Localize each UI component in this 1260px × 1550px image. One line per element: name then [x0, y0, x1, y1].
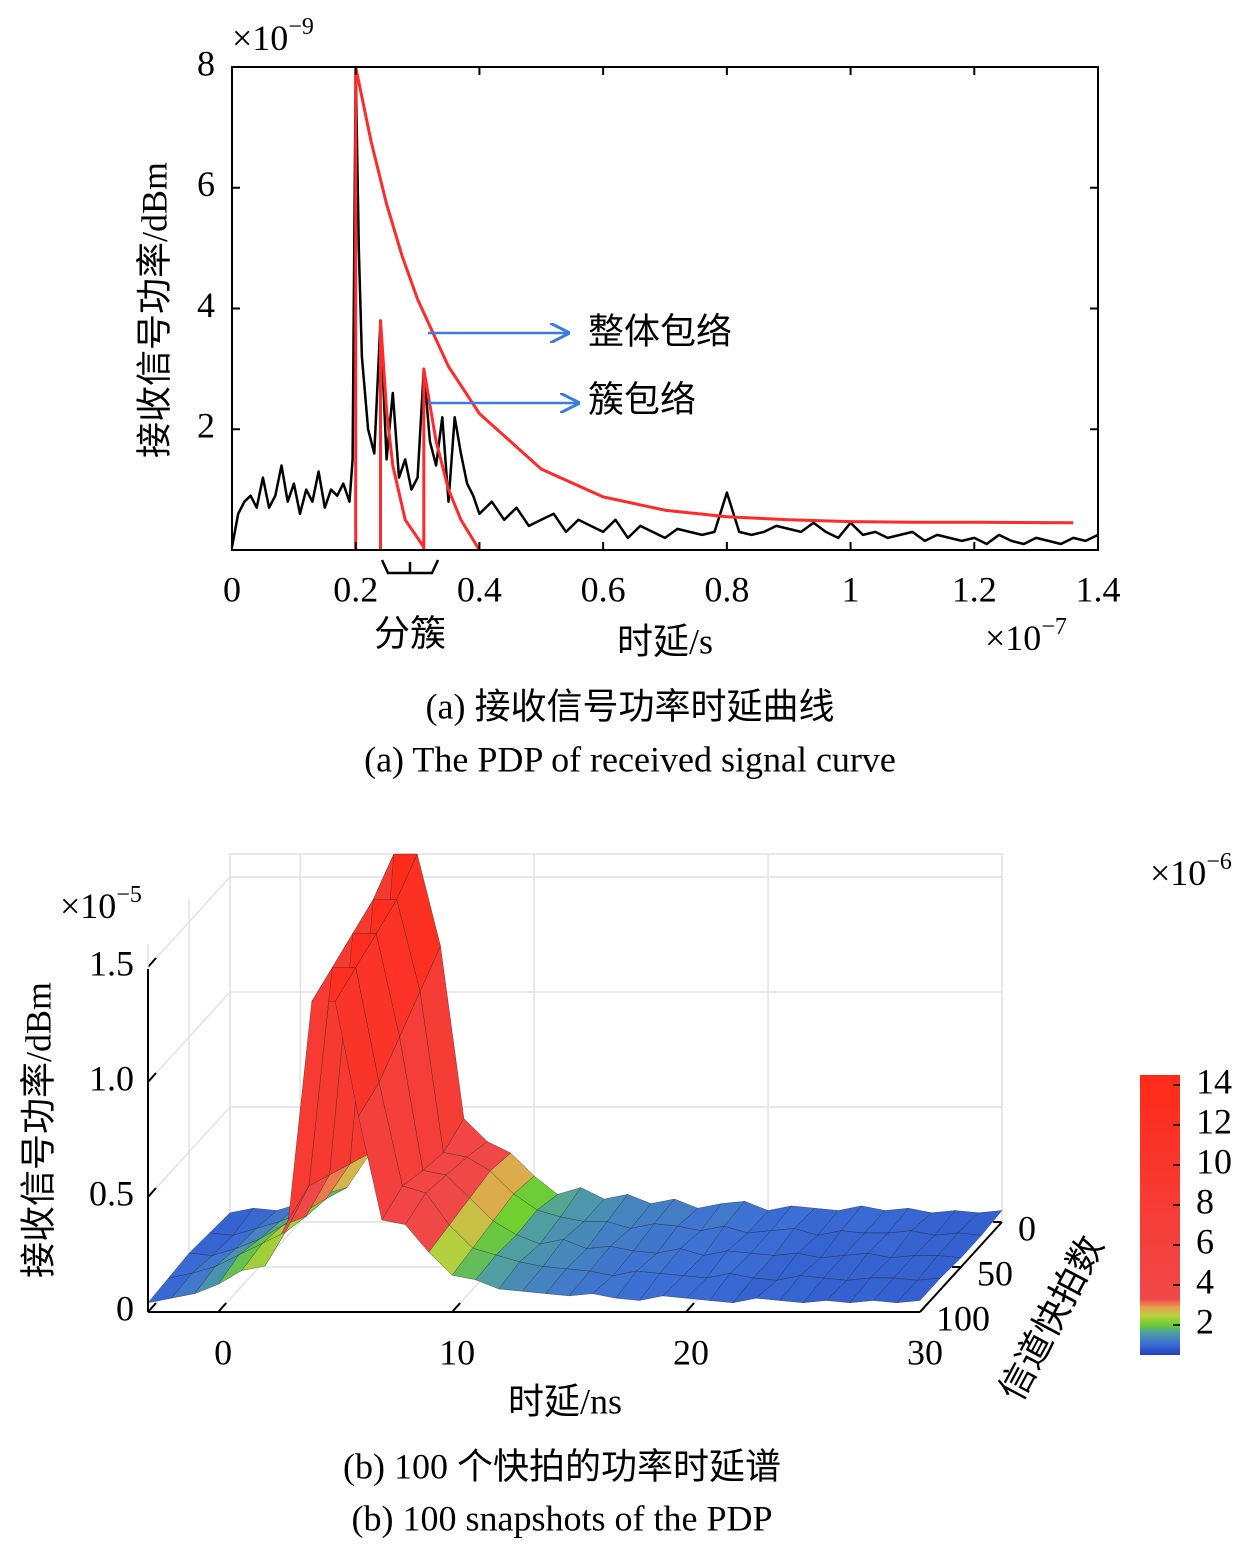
x-tick-label: 0 — [223, 569, 241, 609]
exponent: ×10−9 — [232, 14, 314, 59]
exponent-base: ×10 — [232, 18, 288, 58]
x-tick-label: 20 — [673, 1332, 709, 1372]
exponent-base: ×10 — [60, 886, 116, 926]
colorbar-tick-label: 12 — [1196, 1101, 1232, 1141]
surface-patch — [147, 1273, 193, 1304]
exponent: ×10−6 — [1150, 849, 1232, 894]
exponent-power: −5 — [116, 882, 142, 908]
data-line — [354, 67, 481, 551]
plot-frame — [231, 66, 1099, 551]
z-tick-label: 1.5 — [89, 943, 134, 983]
z-tick-label: 0.5 — [89, 1173, 134, 1213]
x-tick-label: 10 — [439, 1332, 475, 1372]
z-tick-label: 0 — [116, 1288, 134, 1328]
colorbar-tick-label: 4 — [1196, 1261, 1214, 1301]
caption: (b) 100 个快拍的功率时延谱 — [343, 1446, 781, 1486]
z-tick — [147, 1302, 157, 1313]
annotation: 整体包络 — [588, 311, 732, 351]
colorbar-tick-label: 10 — [1196, 1141, 1232, 1181]
back-frame — [229, 853, 1003, 1222]
z-tick — [147, 1187, 157, 1198]
exponent-base: ×10 — [1150, 853, 1206, 893]
y-tick-label: 4 — [197, 285, 215, 325]
caption: (a) 接收信号功率时延曲线 — [426, 686, 835, 726]
x-tick-label: 0 — [214, 1332, 232, 1372]
colorbar-tick-label: 6 — [1196, 1221, 1214, 1261]
data-line — [230, 65, 1099, 548]
exponent-power: −9 — [288, 14, 314, 40]
x-tick — [451, 1302, 461, 1313]
x-tick-label: 0.6 — [581, 569, 626, 609]
colorbar-tick-label: 8 — [1196, 1181, 1214, 1221]
x-tick-label: 30 — [907, 1332, 943, 1372]
cluster-bracket — [380, 559, 440, 575]
annotation: 簇包络 — [588, 379, 696, 419]
y-tick-label: 8 — [197, 43, 215, 83]
x-tick-label: 0.2 — [333, 569, 378, 609]
exponent-power: −6 — [1206, 849, 1232, 875]
y-axis-label: 接收信号功率/dBm — [134, 162, 174, 458]
x-tick-label: 1 — [842, 569, 860, 609]
y-tick-label: 2 — [197, 406, 215, 446]
y-axis — [919, 1221, 1003, 1313]
caption: (a) The PDP of received signal curve — [364, 739, 896, 779]
x-tick-label: 0.8 — [704, 569, 749, 609]
colorbar-tick-label: 2 — [1196, 1301, 1214, 1341]
x-axis-label: 时延/s — [617, 621, 713, 661]
z-tick — [147, 1072, 157, 1083]
y-tick-label: 6 — [197, 164, 215, 204]
colorbar-tick-label: 14 — [1196, 1061, 1232, 1101]
exponent-base: ×10 — [985, 618, 1041, 658]
x-axis-label: 时延/ns — [508, 1381, 622, 1421]
annotation: 分簇 — [374, 613, 446, 653]
x-tick-label: 0.4 — [457, 569, 502, 609]
x-tick — [685, 1302, 695, 1313]
z-axis-label: 接收信号功率/dBm — [18, 982, 58, 1278]
exponent: ×10−5 — [60, 882, 142, 927]
y-tick-label: 50 — [977, 1253, 1013, 1293]
z-tick-label: 1.0 — [89, 1058, 134, 1098]
z-tick — [147, 957, 157, 968]
caption: (b) 100 snapshots of the PDP — [352, 1498, 773, 1538]
colorbar — [1140, 1075, 1180, 1355]
x-tick-label: 1.2 — [952, 569, 997, 609]
exponent-power: −7 — [1041, 614, 1067, 640]
y-tick-label: 100 — [936, 1298, 990, 1338]
x-tick-label: 1.4 — [1076, 569, 1121, 609]
x-tick — [217, 1302, 227, 1313]
data-line — [354, 66, 1074, 525]
exponent: ×10−7 — [985, 614, 1067, 659]
y-tick-label: 0 — [1018, 1208, 1036, 1248]
